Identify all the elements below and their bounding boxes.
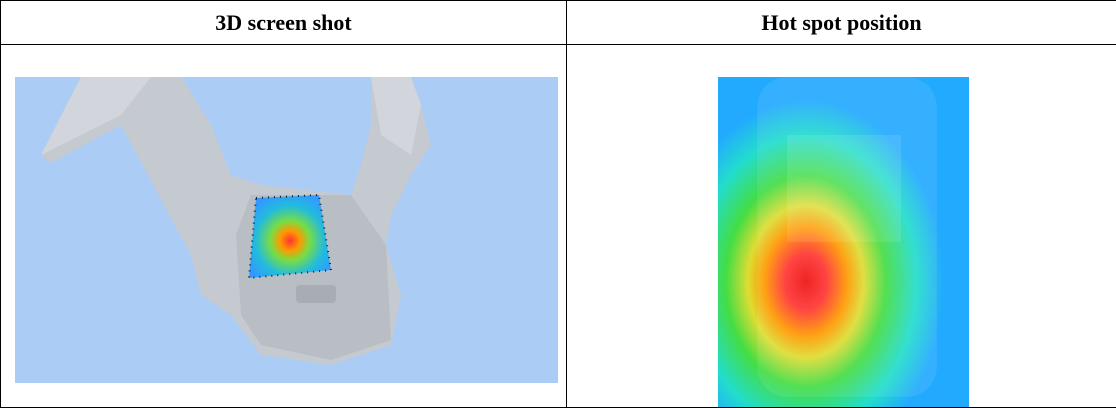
hot-spot-map	[718, 77, 969, 407]
image-cell	[0, 44, 567, 408]
header-row: 3D screen shot Hot spot position	[0, 0, 1116, 45]
screenshot-3d	[15, 77, 558, 383]
header-cell: 3D screen shot	[0, 0, 567, 45]
image-row	[0, 44, 1116, 408]
image-cell	[566, 44, 1116, 408]
header-cell: Hot spot position	[566, 0, 1116, 45]
